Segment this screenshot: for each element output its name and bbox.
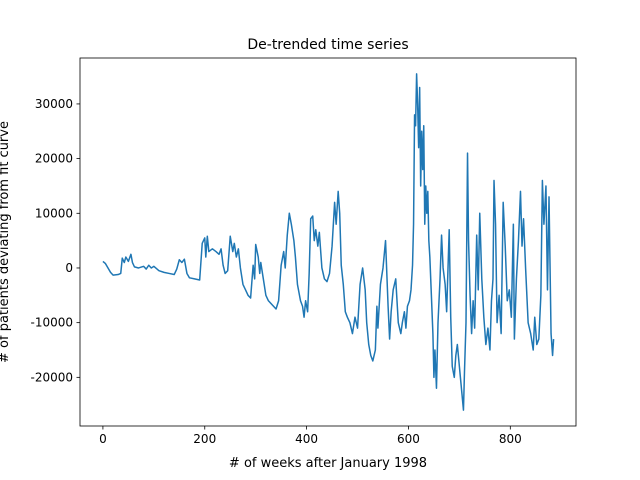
y-axis-label: # of patients deviating from fit curve (0, 121, 12, 363)
y-tick-label: 0 (65, 261, 73, 275)
x-tick-label: 400 (295, 432, 318, 446)
x-tick-label: 200 (193, 432, 216, 446)
x-tick-label: 800 (499, 432, 522, 446)
y-tick-label: -20000 (30, 370, 73, 384)
line-series (102, 73, 555, 411)
y-tick-label: 30000 (35, 97, 73, 111)
y-tick-label: 10000 (35, 206, 73, 220)
x-axis-label: # of weeks after January 1998 (229, 456, 427, 471)
plot-frame (79, 57, 577, 427)
chart-title: De-trended time series (247, 37, 408, 53)
x-tick-label: 600 (397, 432, 420, 446)
y-tick-label: -10000 (30, 316, 73, 330)
y-tick-label: 20000 (35, 152, 73, 166)
x-tick-label: 0 (99, 432, 107, 446)
